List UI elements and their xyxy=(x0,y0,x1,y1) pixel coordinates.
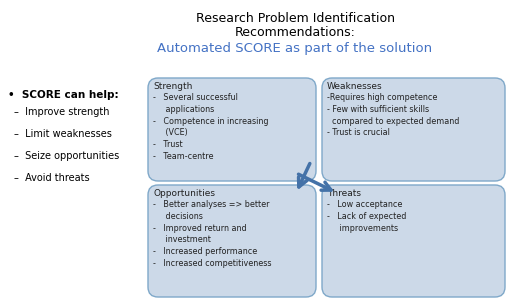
Text: Recommendations:: Recommendations: xyxy=(234,26,356,39)
Text: -   Several successful
     applications
-   Competence in increasing
     (VCE): - Several successful applications - Comp… xyxy=(153,93,268,161)
Text: Strength: Strength xyxy=(153,82,192,91)
Text: Automated SCORE as part of the solution: Automated SCORE as part of the solution xyxy=(157,42,432,55)
Text: Threats: Threats xyxy=(327,189,361,198)
Text: –  Improve strength: – Improve strength xyxy=(14,107,109,117)
Text: –  Seize opportunities: – Seize opportunities xyxy=(14,151,119,161)
Text: -Requires high competence
- Few with sufficient skills
  compared to expected de: -Requires high competence - Few with suf… xyxy=(327,93,459,137)
Text: •  SCORE can help:: • SCORE can help: xyxy=(8,90,119,100)
Text: –  Avoid threats: – Avoid threats xyxy=(14,173,90,183)
FancyBboxPatch shape xyxy=(148,185,316,297)
Text: –  Limit weaknesses: – Limit weaknesses xyxy=(14,129,112,139)
FancyBboxPatch shape xyxy=(322,185,505,297)
Text: Opportunities: Opportunities xyxy=(153,189,215,198)
FancyBboxPatch shape xyxy=(148,78,316,181)
Text: Research Problem Identification: Research Problem Identification xyxy=(195,12,394,25)
FancyBboxPatch shape xyxy=(322,78,505,181)
Text: -   Better analyses => better
     decisions
-   Improved return and
     invest: - Better analyses => better decisions - … xyxy=(153,200,271,268)
Text: Weaknesses: Weaknesses xyxy=(327,82,383,91)
Text: -   Low acceptance
-   Lack of expected
     improvements: - Low acceptance - Lack of expected impr… xyxy=(327,200,406,233)
